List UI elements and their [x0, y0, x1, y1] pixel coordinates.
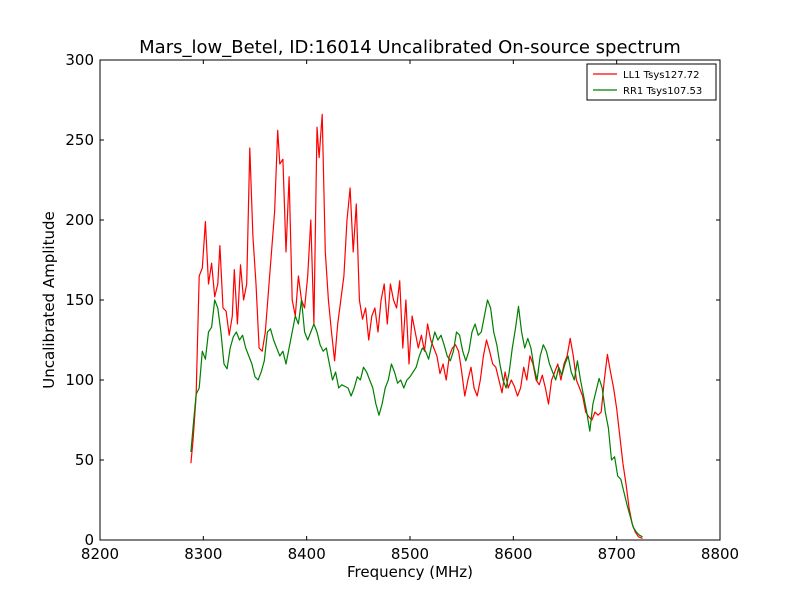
x-axis-label: Frequency (MHz): [347, 563, 473, 581]
y-tick-label: 100: [65, 371, 94, 389]
y-tick-label: 150: [65, 291, 94, 309]
series-line-ll1: [190, 113, 643, 539]
y-tick-label: 200: [65, 211, 94, 229]
plot-area: [100, 60, 720, 540]
y-tick-label: 50: [75, 451, 94, 469]
x-tick-label: 8600: [494, 545, 532, 563]
y-tick-label: 250: [65, 131, 94, 149]
plot-lines: [190, 113, 643, 539]
legend-box: [586, 63, 717, 101]
x-tick-label: 8800: [701, 545, 739, 563]
axis-ticks: 8200 8300 8400 8500 8600 8700 8800 0 50 100 150 200…: [65, 51, 739, 563]
x-tick-label: 8500: [391, 545, 429, 563]
y-axis-label: Uncalibrated Amplitude: [40, 211, 58, 388]
plot-frame: [99, 59, 721, 541]
y-tick-label: 0: [84, 531, 94, 549]
chart-title: Mars_low_Betel, ID:16014 Uncalibrated On…: [139, 37, 681, 58]
legend-entry: LL1 Tsys127.72: [623, 70, 699, 81]
legend: LL1 Tsys127.72 RR1 Tsys107.53: [586, 63, 717, 101]
y-tick-label: 300: [65, 51, 94, 69]
legend-entry: RR1 Tsys107.53: [623, 86, 702, 97]
x-tick-label: 8200: [81, 545, 119, 563]
series-line-rr1: [190, 299, 643, 538]
x-tick-label: 8400: [288, 545, 326, 563]
x-tick-label: 8300: [184, 545, 222, 563]
x-tick-label: 8700: [598, 545, 636, 563]
